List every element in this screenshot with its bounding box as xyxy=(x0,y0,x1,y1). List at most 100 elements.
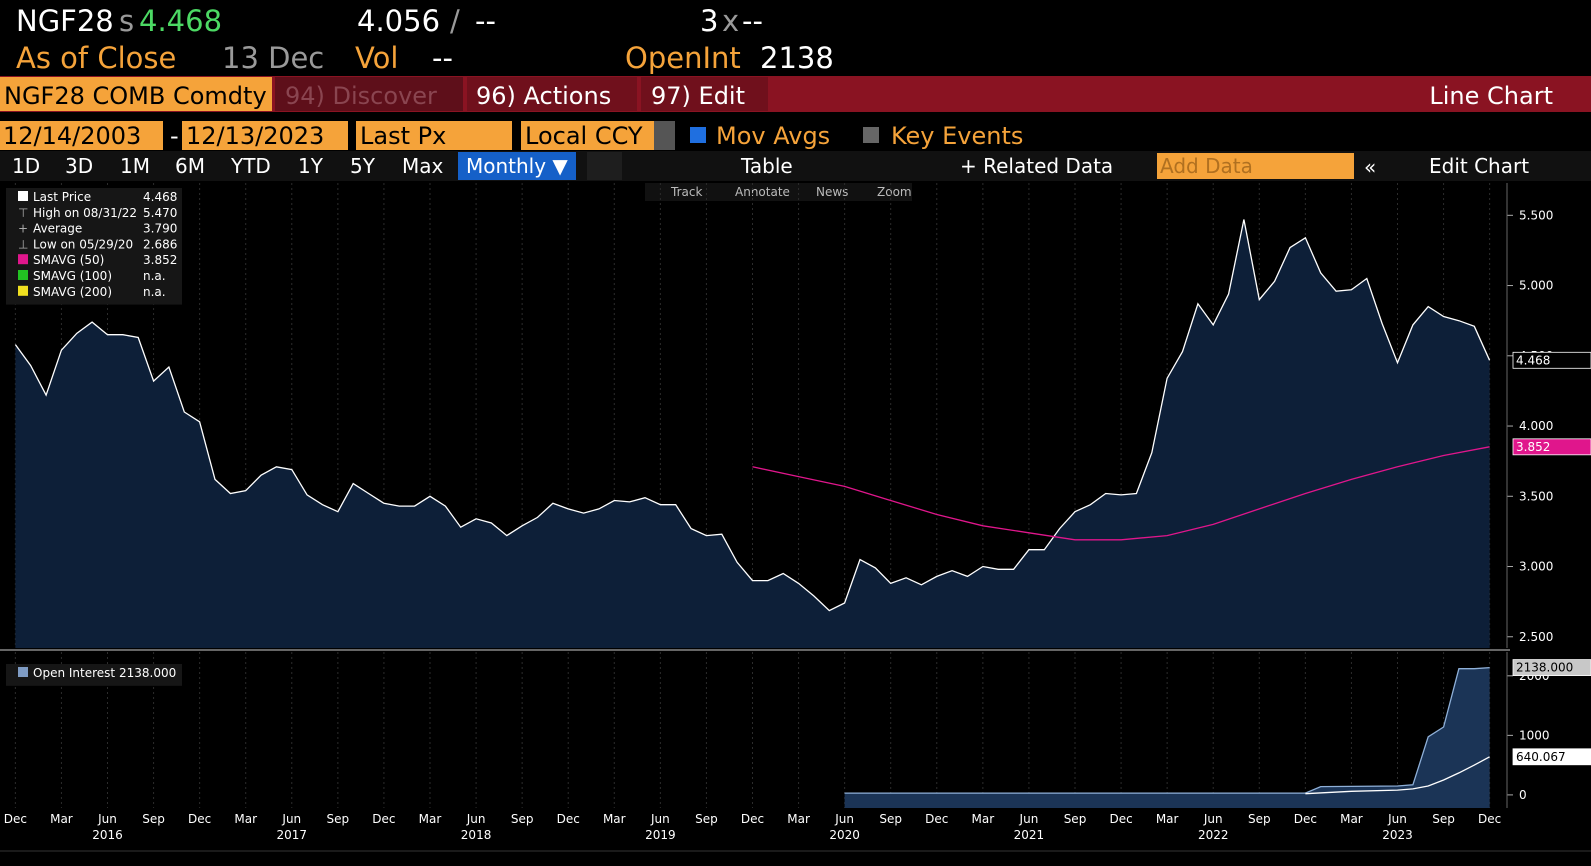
vol: -- xyxy=(432,41,453,75)
as-of: As of Close xyxy=(16,41,176,75)
ask-size: -- xyxy=(742,4,763,38)
x-tick-label: Mar xyxy=(234,812,257,826)
legend-value: 3.790 xyxy=(143,222,177,236)
x-year-label: 2023 xyxy=(1382,828,1413,842)
ticker: NGF28 xyxy=(16,4,114,38)
x-tick-label: Sep xyxy=(1248,812,1271,826)
range-button[interactable]: 1D xyxy=(12,154,40,178)
edit-chart[interactable]: Edit Chart xyxy=(1429,154,1529,178)
currency-dropdown[interactable] xyxy=(654,121,675,150)
x-tick-label: Dec xyxy=(1294,812,1317,826)
date-dash: - xyxy=(170,122,179,150)
x-tick-label: Dec xyxy=(188,812,211,826)
x-tick-label: Dec xyxy=(1109,812,1132,826)
x-tick-label: Mar xyxy=(50,812,73,826)
x-year-label: 2022 xyxy=(1198,828,1229,842)
y-tick-label: 3.500 xyxy=(1519,489,1553,503)
x-tick-label: Sep xyxy=(879,812,902,826)
x-tick-label: Dec xyxy=(557,812,580,826)
related-data[interactable]: + Related Data xyxy=(960,154,1113,178)
discover-button[interactable] xyxy=(275,77,463,111)
range-button[interactable]: 5Y xyxy=(350,154,376,178)
line xyxy=(1305,756,1490,795)
security-box[interactable] xyxy=(0,77,272,111)
x-tick-label: Jun xyxy=(650,812,670,826)
range-button[interactable]: 1Y xyxy=(298,154,324,178)
x-year-label: 2016 xyxy=(92,828,123,842)
x-year-label: 2020 xyxy=(829,828,860,842)
legend-label: SMAVG (200) xyxy=(33,285,112,299)
legend-icon: ⊤ xyxy=(18,206,28,220)
vol-label: Vol xyxy=(355,41,398,75)
end-date: 12/13/2023 xyxy=(186,122,324,150)
range-button[interactable]: YTD xyxy=(230,154,271,178)
x-year-label: 2019 xyxy=(645,828,676,842)
range-button[interactable]: 1M xyxy=(120,154,150,178)
y-tick-label: 2.500 xyxy=(1519,630,1553,644)
start-date-box[interactable] xyxy=(0,121,163,150)
end-tag-label: 640.067 xyxy=(1516,750,1566,764)
add-data-box[interactable] xyxy=(1157,153,1354,179)
field-box[interactable] xyxy=(356,121,512,150)
actions: 96) Actions xyxy=(476,82,611,110)
line-type-button[interactable] xyxy=(587,152,622,180)
legend-label: Open Interest xyxy=(33,666,115,680)
tool[interactable]: Annotate xyxy=(735,185,790,199)
x-year-label: 2017 xyxy=(277,828,308,842)
x-tick-label: Jun xyxy=(1387,812,1407,826)
x-tick-label: Dec xyxy=(372,812,395,826)
oi: 2138 xyxy=(760,41,834,75)
charts: 2.5003.0003.5004.0004.5005.0005.5004.468… xyxy=(4,183,1591,842)
end-date-box[interactable] xyxy=(182,121,348,150)
tool[interactable]: Track xyxy=(670,185,702,199)
y-tick-label: 3.000 xyxy=(1519,560,1553,574)
legend-box xyxy=(6,664,182,686)
x-tick-label: Sep xyxy=(1432,812,1455,826)
legend-value: 3.852 xyxy=(143,253,177,267)
edit-button[interactable] xyxy=(641,77,768,111)
mov-avgs-checkbox[interactable] xyxy=(690,127,706,143)
collapse[interactable]: « xyxy=(1364,155,1376,179)
legend-label: SMAVG (100) xyxy=(33,269,112,283)
x-tick-label: Mar xyxy=(972,812,995,826)
range-button[interactable]: 3D xyxy=(65,154,93,178)
legend-swatch xyxy=(18,270,28,280)
x-tick-label: Dec xyxy=(741,812,764,826)
edit: 97) Edit xyxy=(651,82,745,110)
y-tick-label: 4.000 xyxy=(1519,419,1553,433)
x-year-label: 2018 xyxy=(461,828,492,842)
x-tick-label: Sep xyxy=(511,812,534,826)
x-tick-label: Mar xyxy=(787,812,810,826)
legend-box xyxy=(6,188,182,305)
size: 3 xyxy=(700,4,718,38)
legend-value: n.a. xyxy=(143,285,166,299)
x-year-label: 2021 xyxy=(1014,828,1045,842)
x-tick-label: Sep xyxy=(1064,812,1087,826)
view-title: Line Chart xyxy=(1429,82,1553,110)
currency-box[interactable] xyxy=(521,121,675,150)
actions-button[interactable] xyxy=(467,77,637,111)
period-button[interactable] xyxy=(458,152,576,180)
last-price: 4.468 xyxy=(139,4,222,38)
size-x: x xyxy=(722,4,739,38)
field: Last Px xyxy=(360,122,446,150)
x-tick-label: Mar xyxy=(419,812,442,826)
tools-bar xyxy=(645,183,912,201)
range-button[interactable]: Max xyxy=(402,154,444,178)
legend-swatch xyxy=(18,191,28,201)
key-events-checkbox[interactable] xyxy=(863,127,879,143)
line xyxy=(752,446,1490,541)
slash: / xyxy=(450,4,460,38)
range-button[interactable]: 6M xyxy=(175,154,205,178)
tool[interactable]: News xyxy=(816,185,848,199)
legend-value: 2138.000 xyxy=(119,666,176,680)
close-date: 13 Dec xyxy=(222,41,324,75)
legend-label: Low on 05/29/20 xyxy=(33,237,133,251)
table[interactable]: Table xyxy=(740,154,793,178)
legend-value: n.a. xyxy=(143,269,166,283)
discover: 94) Discover xyxy=(285,82,437,110)
tool[interactable]: Zoom xyxy=(877,185,912,199)
legend-label: High on 08/31/22 xyxy=(33,206,137,220)
legend-swatch xyxy=(18,254,28,265)
x-tick-label: Sep xyxy=(327,812,350,826)
